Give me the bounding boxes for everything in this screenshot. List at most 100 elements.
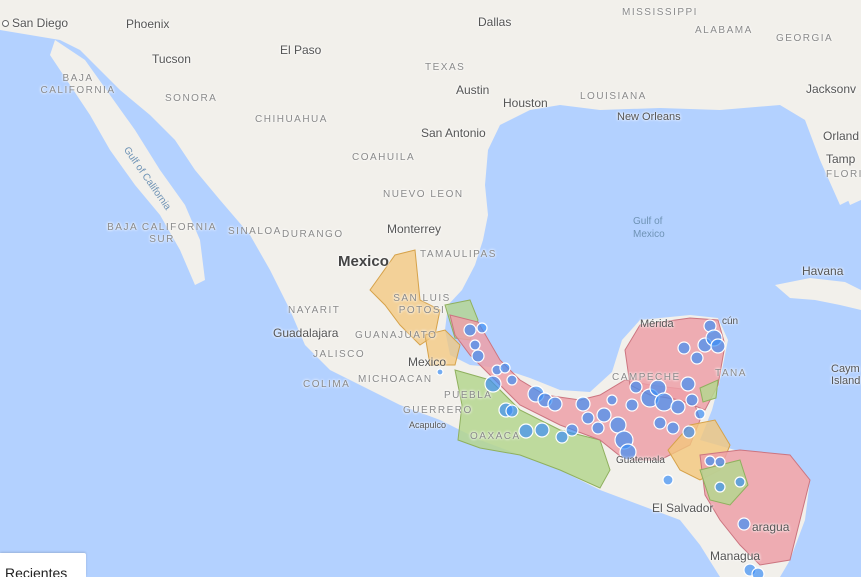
region-label-chihuahua: CHIHUAHUA: [255, 114, 328, 125]
map-marker: [596, 407, 612, 423]
city-label-tampa: Tamp: [826, 152, 856, 166]
city-label-acapulco: Acapulco: [409, 420, 447, 430]
region-label-sinaloa: SINALOA: [228, 226, 282, 237]
region-orange-san-luis: [369, 249, 441, 346]
city-label-guatemala: Guatemala: [616, 455, 665, 466]
map-marker: [471, 349, 485, 363]
city-label-san-diego: San Diego: [2, 16, 68, 30]
map-marker: [625, 398, 639, 412]
marker-cluster: [436, 319, 765, 577]
region-label-baja-california: BAJA CALIFORNIA: [40, 73, 116, 96]
city-label-jacksonville: Jacksonv: [806, 82, 857, 96]
map-marker: [565, 423, 579, 437]
country-label-mexico: Mexico: [338, 253, 389, 270]
region-label-alabama: ALABAMA: [695, 25, 753, 36]
city-label-guadalajara: Guadalajara: [273, 326, 339, 340]
region-label-jalisco: JALISCO: [313, 349, 366, 360]
region-label-oaxaca: OAXACA: [470, 431, 521, 442]
city-label-phoenix: Phoenix: [126, 17, 170, 31]
region-label-quintana: TANA: [715, 368, 747, 379]
city-label-managua: Managua: [710, 549, 761, 563]
map-marker: [690, 351, 704, 365]
region-label-nicaragua: aragua: [752, 520, 790, 534]
region-label-nayarit: NAYARIT: [288, 305, 341, 316]
map-marker: [737, 517, 751, 531]
region-green-yucatan-small: [699, 379, 719, 403]
map-marker: [751, 567, 765, 577]
region-label-puebla: PUEBLA: [444, 390, 493, 401]
city-label-merida: Mérida: [640, 318, 674, 330]
map-marker: [555, 430, 569, 444]
city-label-houston: Houston: [503, 96, 548, 110]
region-label-coahuila: COAHUILA: [352, 152, 416, 163]
region-label-guanajuato: GUANAJUATO: [355, 330, 438, 341]
map-marker: [714, 481, 726, 493]
map-marker: [547, 396, 563, 412]
map-marker: [654, 392, 674, 412]
land-florida: [820, 95, 861, 205]
city-label-el-paso: El Paso: [280, 43, 322, 57]
region-label-nuevo-leon: NUEVO LEON: [383, 189, 464, 200]
map-marker: [575, 396, 591, 412]
map-marker: [469, 339, 481, 351]
region-label-sonora: SONORA: [165, 93, 218, 104]
map-marker: [484, 375, 502, 393]
region-orange-hidalgo: [424, 329, 461, 366]
city-label-tucson: Tucson: [152, 52, 191, 66]
city-label-el-salvador: El Salvador: [652, 501, 714, 515]
city-label-austin: Austin: [456, 83, 490, 97]
region-label-texas: TEXAS: [425, 62, 466, 73]
map-marker: [653, 416, 667, 430]
map-marker: [606, 394, 618, 406]
map-marker: [463, 323, 477, 337]
city-label-cancun: cún: [722, 316, 739, 327]
region-label-louisiana: LOUISIANA: [580, 91, 647, 102]
map-marker: [734, 476, 746, 488]
map-marker: [506, 374, 518, 386]
map-marker: [476, 322, 488, 334]
region-pink-veracruz: [449, 314, 701, 461]
map-marker: [677, 341, 691, 355]
region-label-mississippi: MISSISSIPPI: [622, 7, 698, 18]
region-label-colima: COLIMA: [303, 379, 351, 390]
region-label-san-luis-potosi: SAN LUIS POTOSI: [393, 293, 451, 316]
water-label-gulf-of-mexico-2: Mexico: [633, 229, 665, 240]
region-label-guerrero: GUERRERO: [403, 405, 473, 416]
map-marker: [629, 380, 643, 394]
land-cuba: [775, 278, 861, 310]
map-marker: [581, 411, 595, 425]
region-label-baja-california-sur: BAJA CALIFORNIA SUR: [107, 222, 217, 245]
map-marker: [680, 376, 696, 392]
city-label-orlando: Orland: [823, 129, 860, 143]
land-baja-california: [50, 40, 205, 285]
map-marker: [704, 455, 716, 467]
region-label-georgia: GEORGIA: [776, 33, 834, 44]
map-marker: [518, 423, 534, 439]
region-label-michoacan: MICHOACAN: [358, 374, 433, 385]
map-marker: [694, 408, 706, 420]
region-label-durango: DURANGO: [282, 229, 344, 240]
water-label-gulf-of-mexico-1: Gulf of: [633, 216, 663, 227]
region-green-central: [699, 459, 749, 506]
map-marker: [534, 422, 550, 438]
city-label-dallas: Dallas: [478, 15, 512, 29]
map-marker: [436, 368, 444, 376]
region-label-florida: FLORI: [826, 169, 861, 180]
map-marker: [499, 362, 511, 374]
city-label-mexico-city: Mexico: [408, 355, 447, 369]
map-marker: [670, 399, 686, 415]
map-marker: [714, 456, 726, 468]
map-marker: [710, 338, 726, 354]
city-label-san-antonio: San Antonio: [421, 126, 486, 140]
region-label-campeche: CAMPECHE: [612, 372, 681, 383]
map-marker: [666, 421, 680, 435]
recent-tab-label: Recientes: [5, 565, 68, 577]
recent-tab[interactable]: Recientes: [0, 553, 86, 577]
region-label-cayman: Caym: [831, 363, 860, 375]
city-label-monterrey: Monterrey: [387, 222, 442, 236]
map-marker: [682, 425, 696, 439]
map-marker: [662, 474, 674, 486]
map-marker: [685, 393, 699, 407]
